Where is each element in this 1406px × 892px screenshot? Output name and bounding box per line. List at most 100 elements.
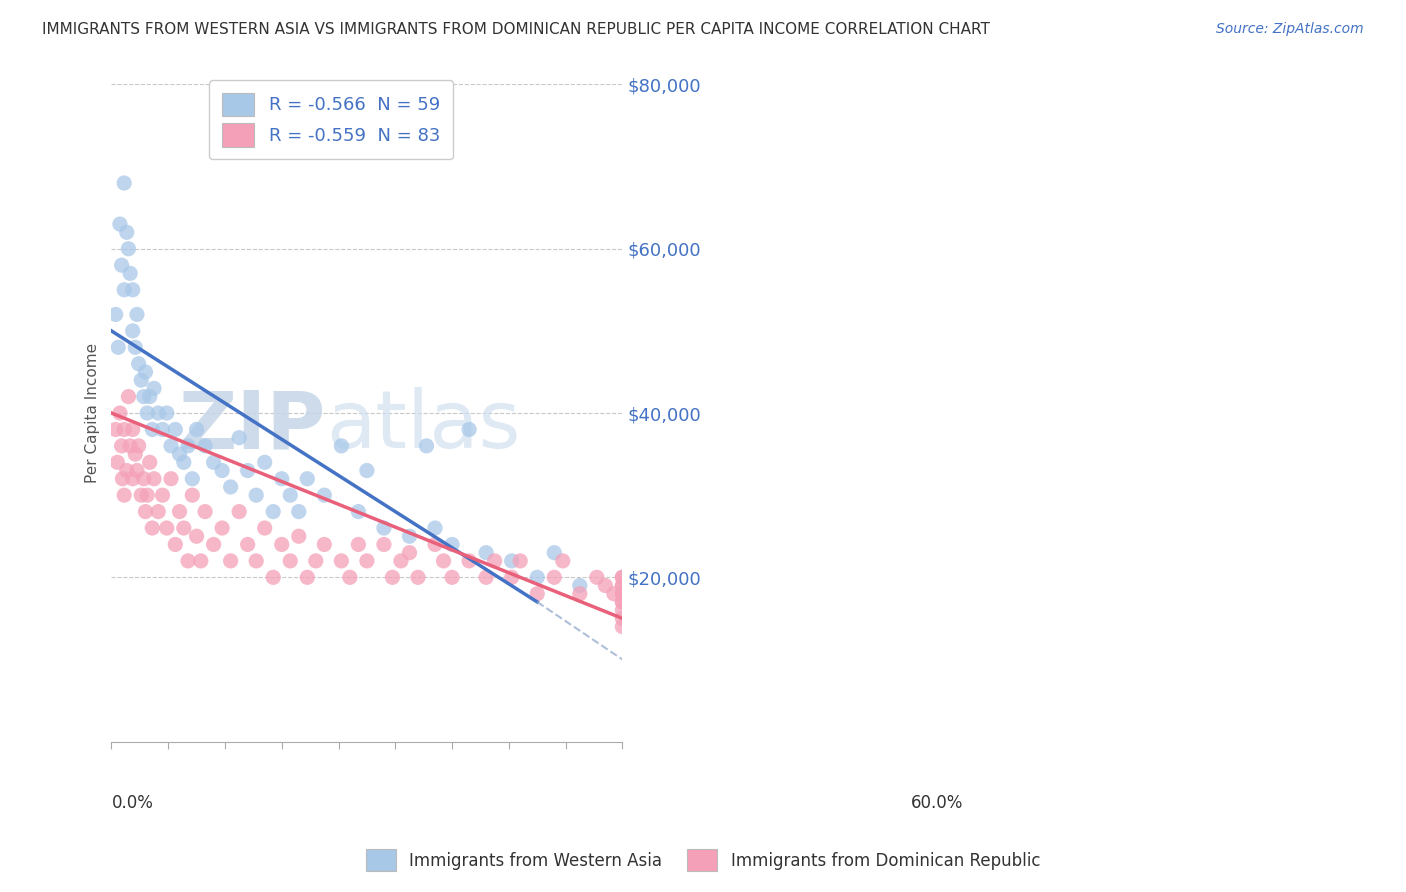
Point [160, 439, 183, 453]
Point [314, 537, 336, 551]
Point [297, 570, 319, 584]
Point [105, 455, 128, 469]
Point [124, 447, 146, 461]
Point [128, 439, 150, 453]
Point [356, 554, 378, 568]
Point [211, 463, 233, 477]
Point [219, 554, 242, 568]
Point [612, 595, 634, 609]
Point [152, 422, 174, 436]
Point [509, 554, 531, 568]
Point [287, 529, 309, 543]
Point [115, 463, 138, 477]
Point [484, 554, 506, 568]
Point [121, 472, 143, 486]
Text: Source: ZipAtlas.com: Source: ZipAtlas.com [1216, 22, 1364, 37]
Point [138, 390, 160, 404]
Point [568, 587, 591, 601]
Point [475, 546, 498, 560]
Point [107, 340, 129, 354]
Point [173, 455, 195, 469]
Point [356, 463, 378, 477]
Point [297, 472, 319, 486]
Point [112, 176, 135, 190]
Point [612, 578, 634, 592]
Point [612, 603, 634, 617]
Point [612, 611, 634, 625]
Point [253, 521, 276, 535]
Point [612, 570, 634, 584]
Point [219, 480, 242, 494]
Point [262, 570, 284, 584]
Point [245, 554, 267, 568]
Point [441, 570, 464, 584]
Point [148, 406, 170, 420]
Point [132, 390, 155, 404]
Point [423, 521, 446, 535]
Point [112, 283, 135, 297]
Point [278, 554, 301, 568]
Text: atlas: atlas [326, 387, 520, 465]
Point [143, 381, 166, 395]
Text: 0.0%: 0.0% [111, 794, 153, 813]
Point [373, 537, 395, 551]
Point [177, 554, 200, 568]
Point [612, 587, 634, 601]
Point [111, 258, 134, 272]
Point [415, 439, 437, 453]
Point [526, 570, 548, 584]
Point [186, 422, 208, 436]
Point [169, 447, 191, 461]
Point [389, 554, 412, 568]
Point [111, 439, 134, 453]
Point [441, 537, 464, 551]
Point [152, 488, 174, 502]
Point [543, 546, 565, 560]
Point [603, 587, 626, 601]
Point [612, 578, 634, 592]
Point [177, 439, 200, 453]
Point [330, 439, 353, 453]
Point [314, 488, 336, 502]
Point [278, 488, 301, 502]
Point [104, 308, 127, 322]
Point [551, 554, 574, 568]
Point [398, 529, 420, 543]
Point [228, 431, 250, 445]
Point [160, 472, 183, 486]
Point [129, 373, 152, 387]
Point [143, 472, 166, 486]
Point [138, 455, 160, 469]
Point [612, 595, 634, 609]
Point [543, 570, 565, 584]
Point [194, 505, 217, 519]
Point [253, 455, 276, 469]
Text: IMMIGRANTS FROM WESTERN ASIA VS IMMIGRANTS FROM DOMINICAN REPUBLIC PER CAPITA IN: IMMIGRANTS FROM WESTERN ASIA VS IMMIGRAN… [42, 22, 990, 37]
Legend: R = -0.566  N = 59, R = -0.559  N = 83: R = -0.566 N = 59, R = -0.559 N = 83 [209, 80, 453, 160]
Point [347, 537, 370, 551]
Point [423, 537, 446, 551]
Point [128, 357, 150, 371]
Point [501, 554, 523, 568]
Point [120, 439, 142, 453]
Point [373, 521, 395, 535]
Point [432, 554, 454, 568]
Point [134, 365, 156, 379]
Point [121, 324, 143, 338]
Point [270, 472, 292, 486]
Point [121, 283, 143, 297]
Point [475, 570, 498, 584]
Point [112, 488, 135, 502]
Point [156, 406, 179, 420]
Point [330, 554, 353, 568]
Point [211, 521, 233, 535]
Point [156, 521, 179, 535]
Point [526, 587, 548, 601]
Point [236, 537, 259, 551]
Point [108, 406, 131, 420]
Point [458, 554, 481, 568]
Point [194, 439, 217, 453]
Point [136, 406, 159, 420]
Point [104, 422, 127, 436]
Point [406, 570, 429, 584]
